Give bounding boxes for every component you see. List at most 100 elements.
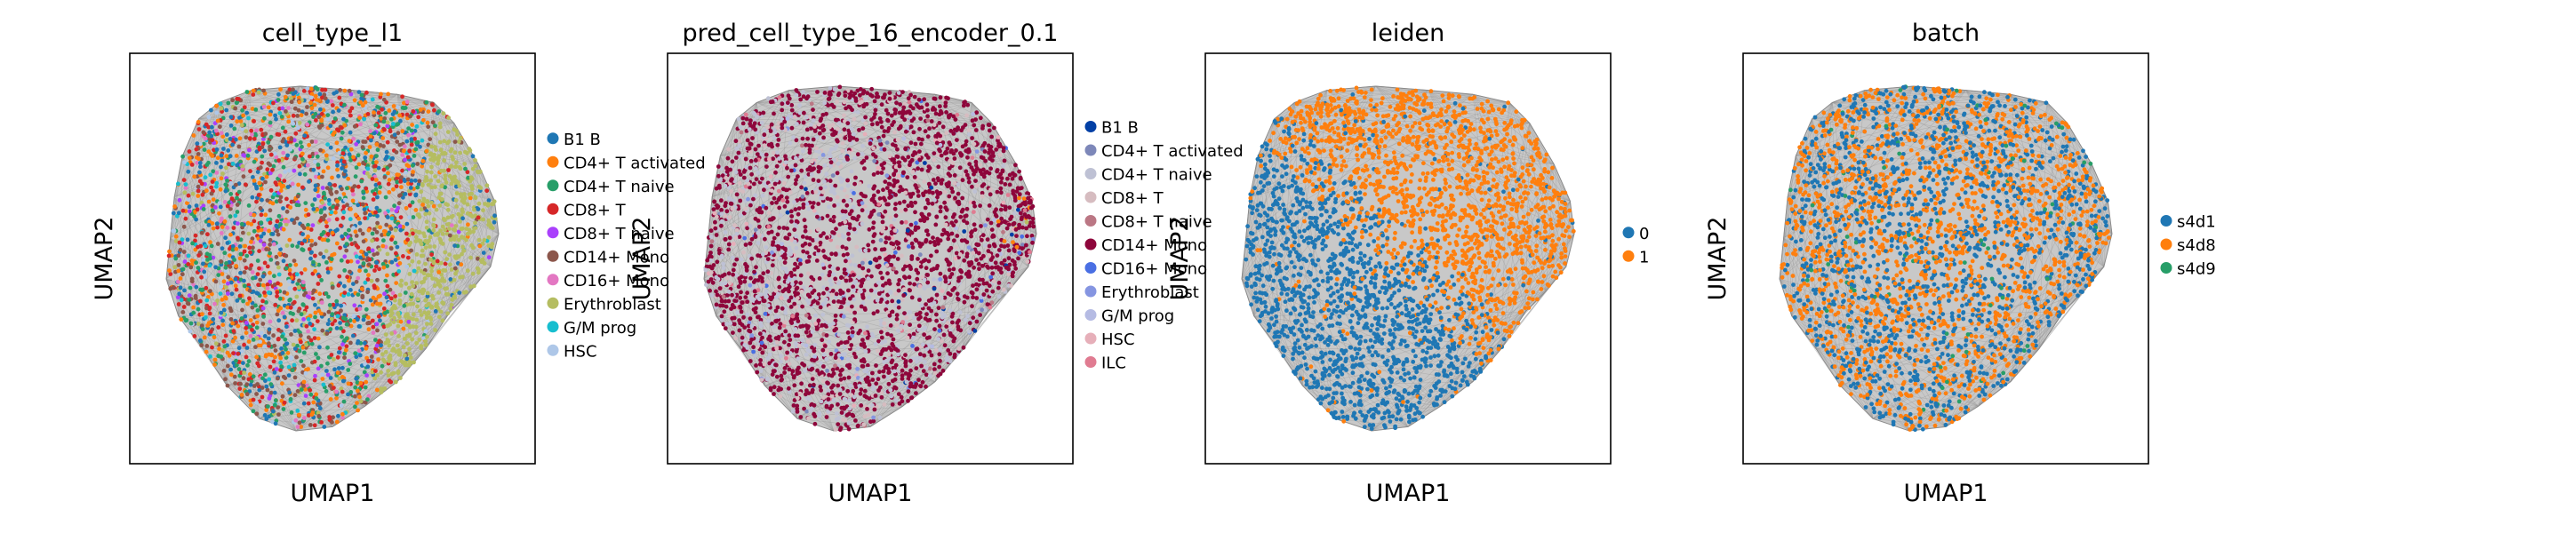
cell-point [300, 345, 306, 350]
cell-point [428, 157, 433, 163]
cell-point [306, 401, 311, 406]
cell-point [730, 255, 735, 260]
cell-point [272, 370, 277, 375]
cell-point [407, 148, 412, 154]
cell-point [186, 193, 191, 198]
cell-point [196, 194, 201, 198]
cell-point [454, 160, 459, 165]
cell-point [438, 284, 443, 289]
cell-point [314, 396, 319, 401]
cell-point [280, 125, 285, 131]
cell-point [379, 91, 383, 97]
cell-point [397, 292, 403, 298]
cell-point [249, 263, 254, 268]
cell-point [186, 169, 191, 174]
cell-point [331, 156, 336, 161]
cell-point [307, 179, 311, 184]
cell-point [439, 168, 444, 173]
cell-point [424, 148, 429, 154]
cell-point [263, 179, 268, 185]
cell-point [388, 296, 394, 301]
cell-point [389, 116, 394, 122]
cell-point [330, 420, 334, 425]
cell-point [286, 364, 292, 370]
cell-point [394, 272, 399, 276]
cell-point [248, 382, 253, 387]
cell-point [433, 123, 437, 129]
cell-point [201, 207, 206, 211]
cell-point [406, 319, 412, 324]
cell-point [295, 425, 300, 429]
cell-point [411, 109, 416, 114]
cell-point [892, 107, 898, 112]
cell-point [411, 215, 416, 219]
cell-point [348, 91, 354, 97]
cell-point [828, 85, 833, 91]
cell-point [203, 243, 208, 249]
cell-point [228, 206, 233, 211]
cell-point [202, 335, 207, 340]
cell-point [227, 358, 232, 363]
cell-point [394, 281, 399, 285]
cell-point [371, 324, 376, 330]
cell-point [375, 373, 380, 378]
cell-point [322, 206, 327, 211]
legend-marker [547, 179, 559, 192]
cell-point [390, 122, 396, 126]
cell-point [342, 254, 348, 259]
cell-point [374, 142, 380, 147]
cell-point [385, 264, 389, 268]
cell-point [335, 167, 340, 172]
cell-point [804, 251, 810, 255]
cell-point [425, 334, 429, 339]
cell-point [485, 202, 491, 207]
cell-point [232, 258, 236, 262]
cell-point [741, 314, 746, 320]
cell-point [419, 207, 424, 212]
cell-point [213, 279, 219, 284]
cell-point [416, 115, 421, 120]
cell-point [892, 250, 898, 255]
cell-point [421, 271, 427, 276]
cell-point [238, 270, 243, 275]
cell-point [241, 174, 246, 179]
cell-point [354, 142, 359, 147]
cell-point [412, 268, 417, 274]
cell-point [436, 290, 442, 295]
y-axis-label: UMAP2 [91, 217, 118, 301]
cell-point [267, 377, 272, 382]
cell-point [289, 99, 294, 105]
cell-point [251, 175, 255, 179]
cell-point [215, 221, 220, 227]
cell-point [202, 269, 207, 274]
cell-point [457, 183, 462, 188]
cell-point [205, 133, 211, 139]
cell-point [375, 220, 380, 226]
cell-point [398, 319, 404, 324]
cell-point [379, 370, 383, 375]
cell-point [988, 261, 994, 266]
cell-point [876, 171, 880, 175]
cell-point [342, 290, 348, 295]
cell-point [856, 306, 860, 312]
cell-point [428, 317, 434, 322]
cell-point [383, 110, 388, 115]
cell-point [282, 314, 287, 320]
cell-point [758, 369, 764, 373]
cell-point [268, 187, 274, 193]
cell-point [268, 258, 274, 262]
cell-point [276, 412, 281, 417]
cell-point [755, 152, 760, 157]
cell-point [275, 294, 279, 298]
cell-point [352, 303, 357, 308]
cell-point [361, 239, 366, 244]
cell-point [1008, 217, 1012, 222]
cell-point [337, 346, 342, 351]
cell-point [920, 242, 924, 247]
cell-point [393, 240, 398, 245]
cell-point [373, 182, 379, 187]
cell-point [369, 354, 374, 359]
cell-point [423, 298, 428, 303]
cell-point [392, 203, 396, 209]
cell-point [267, 341, 271, 346]
